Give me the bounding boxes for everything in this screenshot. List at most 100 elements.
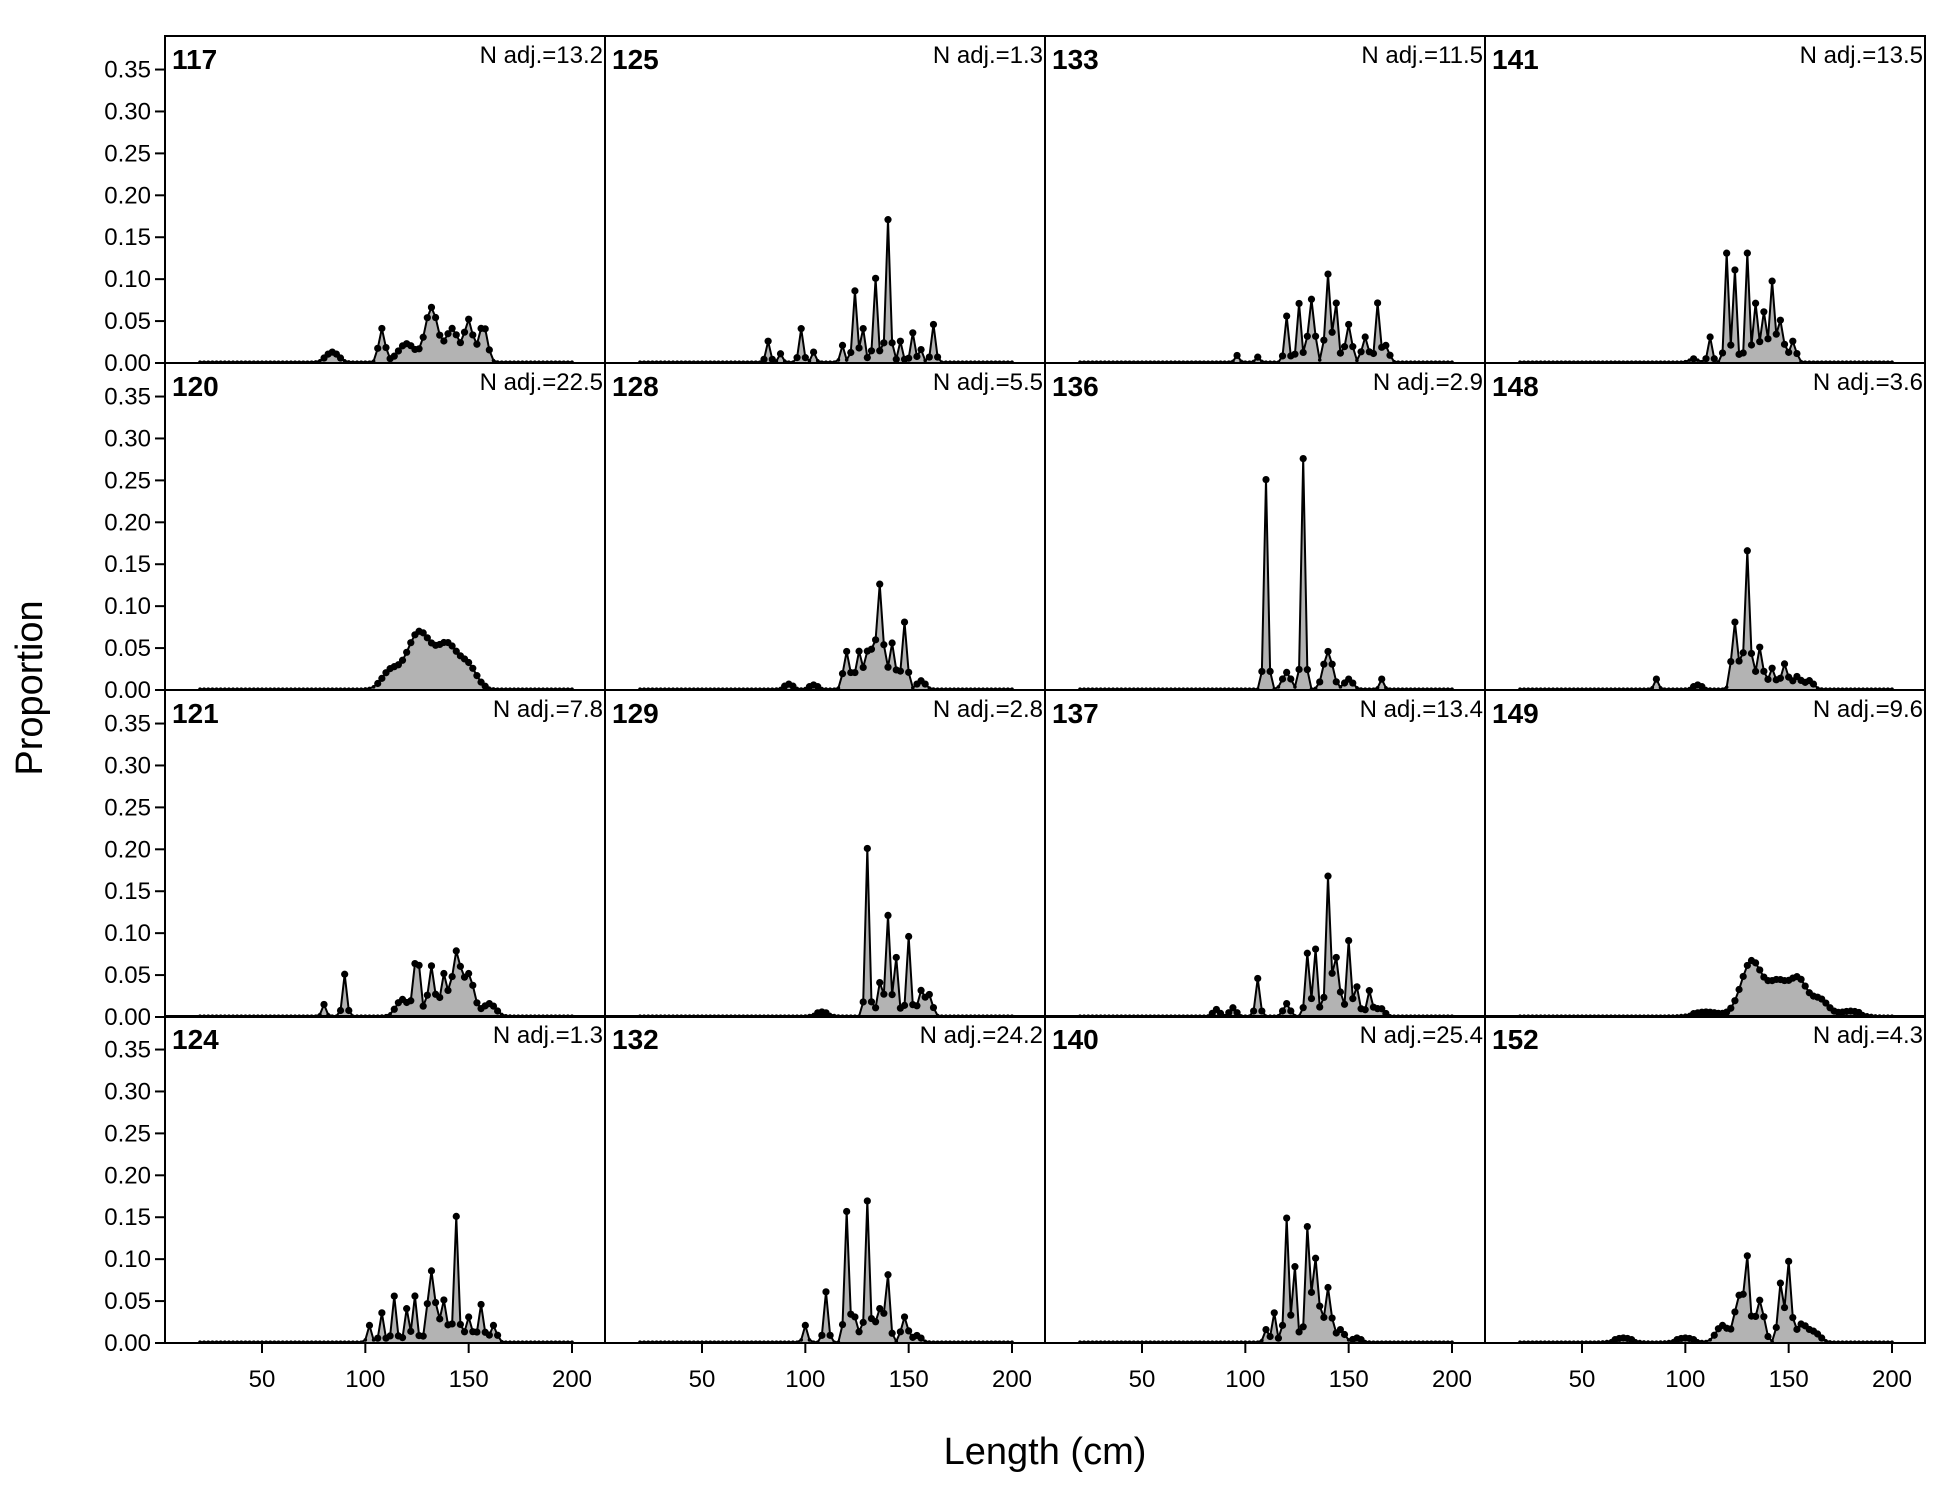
point-133-136 <box>1317 358 1322 362</box>
n-adj-132: N adj.=24.2 <box>920 1022 1043 1049</box>
point-129-136 <box>876 978 884 987</box>
point-132-140 <box>884 1271 892 1279</box>
point-124-120 <box>403 1305 411 1313</box>
point-137-158 <box>1361 1006 1369 1014</box>
panel-label-137: 137 <box>1052 698 1099 729</box>
x-tick-label: 50 <box>249 1366 276 1393</box>
panel-148: 148 N adj.=3.6 <box>1484 362 1926 691</box>
point-117-150 <box>465 315 473 323</box>
x-tick-label: 200 <box>1432 1366 1472 1393</box>
point-125-154 <box>913 352 921 361</box>
n-adj-128: N adj.=5.5 <box>933 369 1043 396</box>
panel-frame-129 <box>604 689 1046 1018</box>
panel-frame-137 <box>1044 689 1486 1018</box>
point-136-146 <box>1338 685 1343 689</box>
point-124-132 <box>427 1267 436 1275</box>
point-152-130 <box>1743 1252 1751 1260</box>
panel-label-128: 128 <box>612 371 659 402</box>
x-tick-label: 200 <box>552 1366 592 1393</box>
point-125-128 <box>859 325 867 333</box>
point-132-98 <box>799 1338 803 1342</box>
n-adj-149: N adj.=9.6 <box>1813 696 1923 723</box>
point-124-148 <box>460 1328 469 1336</box>
point-129-156 <box>917 986 925 995</box>
point-152-146 <box>1776 1279 1784 1287</box>
point-117-114 <box>390 352 398 360</box>
point-128-128 <box>859 663 867 672</box>
point-121-90 <box>341 970 349 978</box>
point-128-118 <box>838 670 847 678</box>
n-adj-148: N adj.=3.6 <box>1813 369 1923 396</box>
y-axis-labels: 0.00 0.05 0.10 0.15 0.20 0.25 0.30 0.35 0.00 0.05… <box>104 57 165 1357</box>
point-141-146 <box>1776 316 1784 324</box>
point-124-134 <box>432 1298 440 1307</box>
point-124-138 <box>440 1296 448 1304</box>
panel-141: 141 N adj.=13.5 <box>1484 35 1926 364</box>
point-125-102 <box>807 358 812 363</box>
point-136-138 <box>1320 660 1328 668</box>
x-tick-label: 150 <box>1329 1366 1369 1393</box>
point-129-142 <box>888 991 896 999</box>
y-tick-label: 0.20 <box>104 509 151 536</box>
panel-128: 128 N adj.=5.5 <box>604 362 1046 691</box>
point-133-118 <box>1278 352 1287 360</box>
x-tick-label: 100 <box>1225 1366 1265 1393</box>
point-136-140 <box>1324 647 1332 656</box>
point-152-122 <box>1727 1325 1735 1333</box>
point-120-122 <box>407 639 415 647</box>
point-148-132 <box>1747 649 1756 658</box>
point-129-162 <box>929 1003 938 1012</box>
point-148-124 <box>1731 618 1739 626</box>
point-124-146 <box>456 1320 464 1329</box>
line-129 <box>640 848 1012 1018</box>
point-124-164 <box>494 1331 502 1339</box>
area-124 <box>200 1216 572 1343</box>
point-120-154 <box>473 672 481 680</box>
point-117-90 <box>342 359 347 363</box>
point-137-154 <box>1353 983 1361 991</box>
point-137-138 <box>1320 993 1328 1002</box>
y-tick-label: 0.25 <box>104 140 151 167</box>
point-129-144 <box>892 953 900 962</box>
point-132-148 <box>900 1313 909 1321</box>
point-140-146 <box>1336 1325 1344 1334</box>
point-137-94 <box>1229 1004 1237 1012</box>
point-141-112 <box>1706 333 1714 341</box>
point-136-126 <box>1295 665 1303 674</box>
y-tick-label: 0.30 <box>104 425 151 452</box>
x-tick-label: 50 <box>689 1366 716 1393</box>
point-137-152 <box>1349 995 1357 1003</box>
panel-label-124: 124 <box>172 1024 219 1055</box>
point-121-136 <box>436 993 444 1002</box>
point-117-144 <box>452 331 460 339</box>
point-141-150 <box>1785 348 1793 356</box>
n-adj-141: N adj.=13.5 <box>1800 42 1923 69</box>
point-133-154 <box>1355 358 1359 363</box>
panel-136: 136 N adj.=2.9 <box>1044 362 1486 691</box>
point-152-136 <box>1756 1296 1764 1304</box>
n-adj-125: N adj.=1.3 <box>933 42 1043 69</box>
point-152-76 <box>1633 1339 1638 1343</box>
point-137-160 <box>1365 987 1373 995</box>
point-140-138 <box>1320 1313 1328 1321</box>
n-adj-152: N adj.=4.3 <box>1813 1022 1923 1049</box>
point-128-132 <box>867 645 876 653</box>
point-136-110 <box>1262 475 1270 484</box>
point-124-122 <box>407 1327 415 1335</box>
point-148-86 <box>1652 675 1660 683</box>
point-137-130 <box>1303 949 1311 957</box>
point-149-130 <box>1743 961 1751 970</box>
point-140-136 <box>1316 1302 1324 1310</box>
point-133-148 <box>1340 343 1349 351</box>
point-140-122 <box>1287 1311 1295 1319</box>
point-117-138 <box>440 337 448 345</box>
point-140-132 <box>1307 1288 1316 1296</box>
panel-149: 149 N adj.=9.6 <box>1484 689 1926 1018</box>
point-121-114 <box>390 1005 398 1013</box>
point-136-120 <box>1283 668 1291 676</box>
point-125-150 <box>905 354 913 362</box>
point-124-106 <box>374 1334 382 1342</box>
area-152 <box>1520 1255 1892 1343</box>
x-axis-title: Length (cm) <box>944 1431 1147 1473</box>
x-tick-label: 100 <box>345 1366 385 1393</box>
